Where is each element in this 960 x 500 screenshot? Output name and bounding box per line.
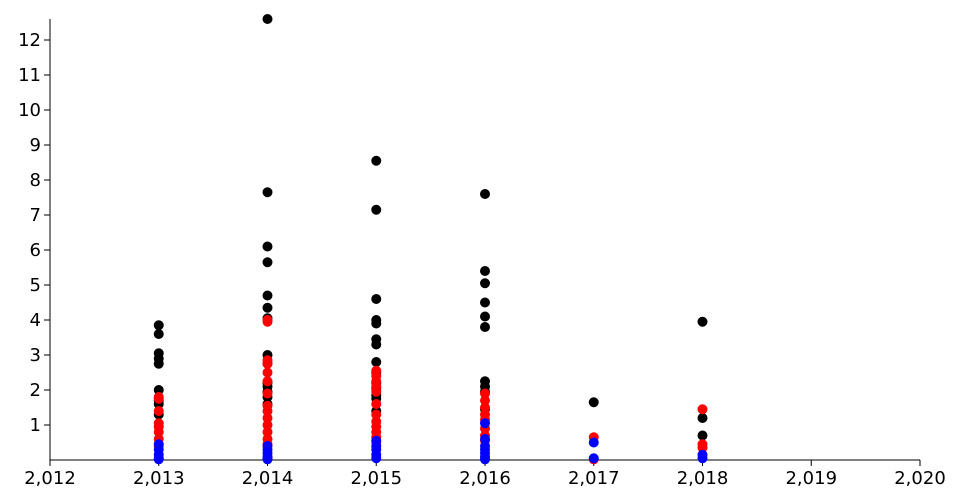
point	[480, 388, 490, 399]
point	[480, 278, 490, 289]
x-tick-label: 2,020	[894, 468, 946, 489]
point	[480, 189, 490, 199]
point	[262, 376, 273, 387]
point	[371, 155, 382, 166]
point	[371, 357, 382, 367]
y-tick-label: 3	[30, 345, 41, 366]
point	[262, 388, 273, 399]
point	[697, 413, 708, 423]
x-tick-label: 2,015	[350, 468, 402, 489]
point	[371, 453, 382, 464]
point	[371, 294, 382, 304]
point	[480, 418, 490, 429]
point	[153, 320, 164, 331]
point	[697, 404, 708, 415]
point	[262, 454, 273, 465]
point	[480, 434, 490, 444]
point	[480, 395, 490, 406]
point	[153, 393, 164, 404]
point	[697, 453, 708, 464]
point	[371, 409, 382, 420]
point	[262, 358, 273, 369]
y-tick-label: 12	[18, 30, 41, 51]
point	[697, 430, 708, 441]
point	[480, 266, 490, 276]
x-tick-label: 2,014	[242, 468, 294, 489]
point	[262, 413, 273, 423]
point	[480, 454, 490, 465]
point	[153, 358, 164, 369]
point	[480, 297, 490, 308]
point	[153, 329, 164, 339]
x-tick-label: 2,018	[677, 468, 729, 489]
point	[153, 385, 164, 395]
point	[371, 386, 382, 397]
point	[153, 427, 164, 437]
point	[697, 316, 708, 327]
point	[480, 402, 490, 413]
y-tick-label: 9	[30, 135, 41, 156]
point	[153, 406, 164, 416]
point	[480, 322, 490, 332]
x-tick-label: 2,012	[24, 468, 76, 489]
point	[588, 453, 599, 464]
point	[262, 420, 273, 430]
point	[262, 290, 273, 301]
point	[371, 204, 382, 215]
point	[697, 442, 708, 453]
y-tick-label: 11	[18, 65, 41, 86]
point	[371, 318, 382, 329]
point	[262, 14, 273, 24]
y-tick-label: 1	[30, 415, 41, 436]
x-tick-label: 2,016	[459, 468, 511, 489]
point	[262, 257, 273, 268]
x-tick-label: 2,017	[568, 468, 620, 489]
point	[588, 437, 599, 448]
point	[262, 302, 273, 313]
point	[262, 241, 273, 252]
y-tick-label: 2	[30, 380, 41, 401]
y-tick-label: 10	[18, 100, 41, 121]
y-tick-label: 7	[30, 205, 41, 226]
point	[153, 454, 164, 465]
point	[480, 311, 490, 322]
point	[371, 339, 382, 350]
point	[262, 187, 273, 198]
y-tick-label: 5	[30, 275, 41, 296]
y-tick-label: 8	[30, 170, 41, 191]
y-tick-label: 4	[30, 310, 41, 331]
x-tick-label: 2,013	[133, 468, 185, 489]
point	[262, 406, 273, 416]
x-tick-label: 2,019	[785, 468, 837, 489]
point	[262, 427, 273, 437]
point	[371, 399, 382, 409]
point	[262, 316, 273, 327]
y-tick-label: 6	[30, 240, 41, 261]
point	[588, 397, 599, 408]
point	[262, 367, 273, 378]
